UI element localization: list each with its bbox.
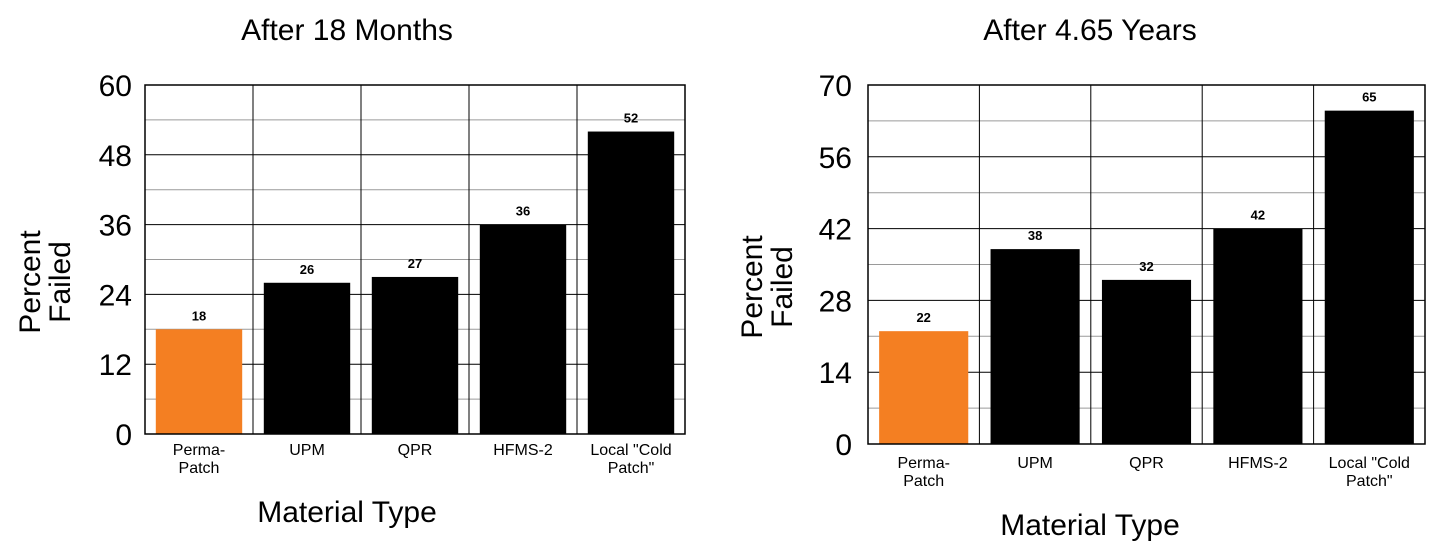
data-label: 32 [1139,259,1153,274]
bar-3 [371,276,459,434]
bar-5 [587,131,675,435]
data-label: 18 [192,308,206,323]
x-axis-label: Material Type [257,496,437,529]
chart-title: After 4.65 Years [983,14,1197,47]
data-label: 36 [516,204,530,219]
y-tick-label: 24 [99,279,132,312]
data-label: 52 [624,111,638,126]
chart-title: After 18 Months [241,14,453,47]
chart-panel-1: 18 26 27 36 52 0 12 24 36 48 60 Perma-Patch UPM QPR HF… [14,14,686,529]
x-tick-label: Local "Cold Patch" [1329,455,1410,490]
y-tick-label: 36 [99,210,132,243]
bar-4 [479,224,567,434]
x-tick-label: UPM [1017,455,1053,472]
x-tick-label: QPR [1129,455,1164,472]
data-label: 65 [1362,90,1376,105]
bar-2 [263,282,351,434]
y-tick-label: 56 [819,142,852,175]
x-tick-label: HFMS-2 [1228,455,1288,472]
y-tick-label: 0 [835,429,852,462]
x-tick-label: Perma-Patch [897,455,949,490]
x-tick-label: QPR [398,442,433,459]
y-axis-label: PercentFailed [736,235,799,339]
y-tick-label: 60 [99,70,132,103]
x-axis-label: Material Type [1000,509,1180,542]
bar-1 [155,329,243,434]
data-label: 22 [916,310,930,325]
y-axis-label: PercentFailed [14,230,77,334]
y-tick-label: 28 [819,285,852,318]
plot-frame [867,84,1426,445]
bar-5 [1324,110,1414,445]
x-tick-label: HFMS-2 [493,442,553,459]
data-label: 26 [300,262,314,277]
x-tick-label: Perma-Patch [173,442,225,477]
data-label: 38 [1028,228,1042,243]
y-tick-label: 0 [115,419,132,452]
bar-1 [879,331,969,444]
y-tick-label: 12 [99,349,132,382]
chart-panel-2: 22 38 32 42 65 0 14 28 42 56 70 Perma-Patch UPM QPR HF… [736,14,1426,542]
y-tick-label: 48 [99,140,132,173]
x-tick-label: Local "Cold Patch" [590,442,671,477]
bar-4 [1213,228,1303,444]
bar-2 [990,249,1080,444]
y-tick-label: 14 [819,357,852,390]
data-label: 27 [408,256,422,271]
plot-frame [144,84,686,435]
y-tick-label: 42 [819,214,852,247]
data-label: 42 [1251,208,1265,223]
y-tick-label: 70 [819,70,852,103]
bar-3 [1101,279,1192,444]
x-tick-label: UPM [289,442,325,459]
